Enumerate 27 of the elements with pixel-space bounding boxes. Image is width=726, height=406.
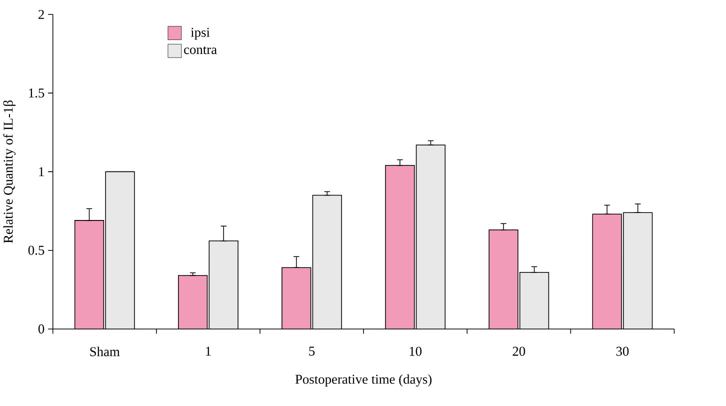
- y-tick-label: 0.5: [28, 246, 44, 255]
- y-tick-label: 1.5: [29, 88, 44, 98]
- y-tick-label: 1: [39, 167, 44, 176]
- bar: [520, 272, 549, 330]
- x-tick-label: 10: [410, 346, 422, 356]
- bar: [312, 195, 342, 330]
- x-tick-label: 30: [616, 346, 629, 356]
- bar: [386, 165, 414, 330]
- bar: [106, 172, 134, 330]
- bar: [209, 240, 238, 330]
- bar: [416, 145, 446, 330]
- y-tick-label: 2: [38, 10, 44, 19]
- bar: [282, 268, 311, 330]
- x-tick-label: 5: [309, 346, 315, 356]
- bar: [592, 214, 622, 330]
- bar: [178, 276, 208, 330]
- x-tick-label: 20: [512, 346, 526, 356]
- x-axis-title: Postoperative time (days): [295, 374, 432, 387]
- x-tick-label: 1: [206, 346, 211, 356]
- y-tick-label: 0: [38, 324, 44, 334]
- legend-label: contra: [184, 46, 217, 54]
- y-axis-title: Relative Quantity of IL-1β: [3, 100, 16, 244]
- x-tick-label: Sham: [90, 346, 120, 356]
- bar: [623, 212, 653, 330]
- bar: [489, 230, 518, 330]
- bar: [74, 220, 104, 330]
- legend-label: ipsi: [190, 28, 210, 40]
